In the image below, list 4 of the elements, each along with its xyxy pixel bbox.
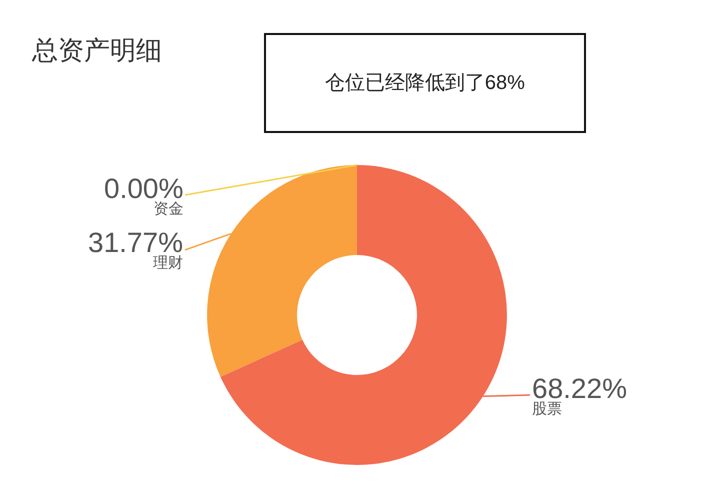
text: 仓位已经降低到了68% (324, 72, 526, 94)
category-label: 资金 (153, 200, 184, 218)
chart-title: 总资产明细 (31, 35, 162, 66)
slice-label: 股票 (532, 400, 562, 418)
